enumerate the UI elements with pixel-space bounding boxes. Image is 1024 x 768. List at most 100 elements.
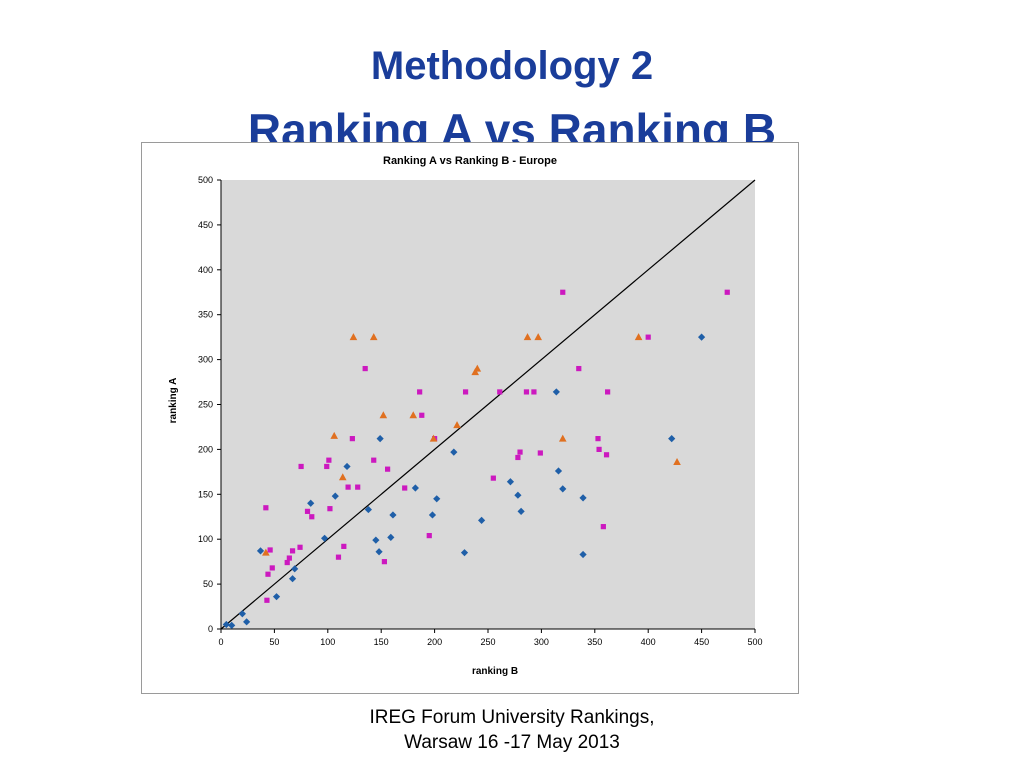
point-diamond [579, 550, 587, 559]
x-tick-label: 450 [694, 637, 709, 647]
point-diamond [477, 516, 486, 524]
point-triangle [558, 434, 567, 442]
point-square [264, 597, 270, 603]
point-diamond [668, 435, 676, 443]
point-diamond [288, 575, 297, 583]
slide-subtitle: Ranking A vs Ranking B [247, 104, 777, 146]
point-square [371, 457, 377, 463]
point-triangle [349, 333, 358, 341]
point-triangle [453, 421, 461, 429]
point-diamond [243, 618, 251, 626]
y-axis-label: ranking A [168, 378, 179, 424]
point-square [335, 554, 342, 560]
point-diamond [364, 505, 372, 514]
point-triangle [471, 368, 479, 376]
point-square [341, 543, 347, 549]
point-triangle [409, 411, 418, 419]
point-diamond [579, 494, 587, 502]
x-tick-label: 350 [587, 637, 602, 647]
point-square [349, 436, 355, 442]
point-square [269, 565, 275, 571]
point-diamond [460, 549, 469, 557]
point-diamond [514, 491, 522, 499]
footer-date: Warsaw 16 -17 May 2013 [404, 732, 620, 753]
point-diamond [222, 620, 230, 629]
point-square [531, 389, 537, 395]
point-square [560, 289, 566, 295]
y-tick-label: 200 [198, 444, 213, 454]
y-tick-label: 450 [198, 220, 213, 230]
point-square [523, 389, 530, 395]
point-square [603, 452, 610, 458]
point-triangle [369, 333, 378, 341]
point-square [490, 475, 496, 481]
point-triangle [634, 333, 643, 341]
point-square [381, 559, 388, 565]
point-diamond [389, 511, 397, 519]
chart-frame: Ranking A vs Ranking B - Europe 0 50 100 150… [141, 142, 799, 694]
point-square [596, 446, 602, 452]
x-tick-label: 100 [320, 637, 335, 647]
point-square [289, 548, 296, 554]
point-triangle [473, 364, 482, 372]
x-tick-label: 400 [641, 637, 656, 647]
reference-line [220, 179, 756, 630]
y-tick-label: 500 [198, 175, 213, 185]
point-square [304, 508, 311, 514]
x-tick-label: 150 [374, 637, 389, 647]
point-square [724, 289, 730, 295]
x-tick-label: 200 [427, 637, 442, 647]
slide-title: Methodology 2 [370, 44, 654, 88]
scatter-chart: Ranking A vs Ranking B - Europe 0 50 100 150… [168, 155, 763, 677]
y-tick-label: 0 [208, 624, 213, 634]
point-diamond [331, 492, 339, 500]
point-square [537, 450, 543, 456]
point-diamond [375, 548, 383, 556]
point-square [286, 555, 292, 561]
point-square [326, 457, 332, 463]
point-diamond [450, 448, 458, 456]
y-tick-label: 400 [198, 265, 213, 275]
point-square [385, 466, 391, 472]
point-triangle [338, 473, 347, 481]
point-square [419, 412, 425, 418]
point-diamond [387, 533, 395, 542]
point-diamond [376, 435, 384, 443]
point-diamond [228, 621, 236, 630]
point-diamond [343, 462, 351, 471]
point-square [515, 454, 521, 461]
point-square [462, 389, 469, 395]
y-tick-label: 100 [198, 534, 213, 544]
point-square [600, 524, 606, 530]
point-square [595, 436, 601, 442]
point-square [362, 365, 368, 372]
point-square [576, 365, 582, 372]
point-square [497, 389, 503, 395]
point-square [324, 463, 330, 470]
point-triangle [523, 333, 532, 341]
point-square [267, 547, 273, 553]
y-tick-label: 250 [198, 400, 213, 410]
point-square [645, 334, 651, 340]
point-square [265, 571, 271, 577]
point-triangle [262, 548, 270, 556]
point-square [355, 484, 361, 490]
point-diamond [272, 593, 281, 601]
point-diamond [428, 511, 437, 519]
point-diamond [256, 547, 265, 555]
point-square [298, 463, 304, 470]
point-square [309, 514, 315, 520]
point-square [426, 533, 432, 539]
point-triangle [673, 457, 681, 465]
x-axis-label: ranking B [472, 666, 518, 677]
x-tick-label: 0 [218, 637, 223, 647]
point-diamond [559, 485, 567, 493]
point-diamond [554, 467, 563, 475]
point-triangle [330, 431, 339, 439]
x-tick-label: 250 [480, 637, 495, 647]
point-diamond [411, 484, 419, 492]
point-triangle [379, 411, 388, 419]
point-square [605, 389, 611, 395]
point-square [417, 389, 423, 395]
point-square [327, 506, 333, 512]
